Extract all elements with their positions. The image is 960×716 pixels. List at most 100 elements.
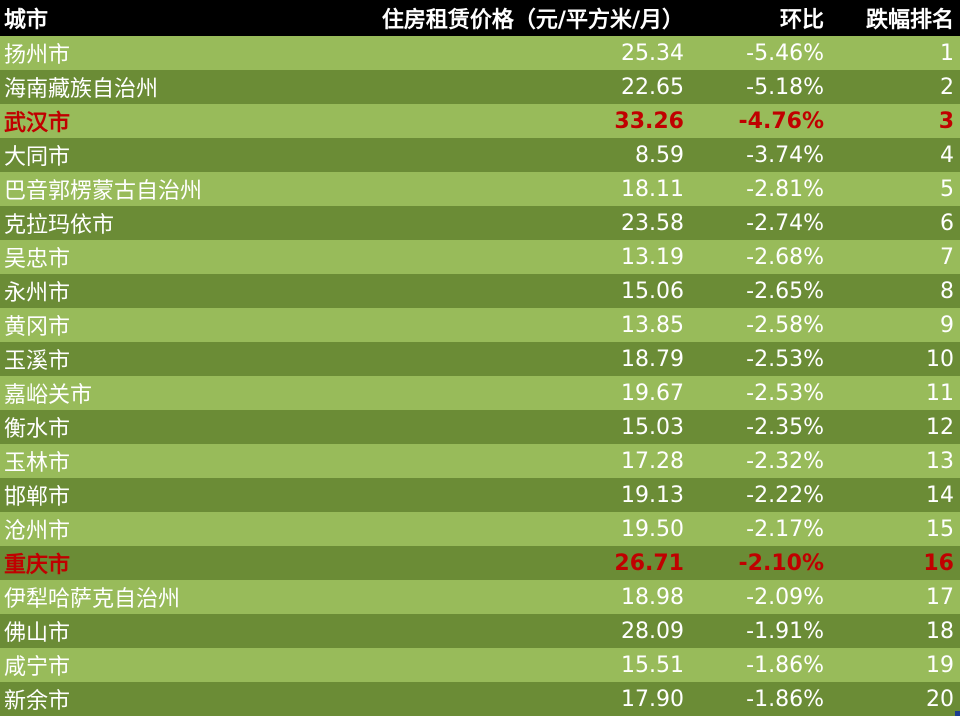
cell-mom: -2.09% <box>746 584 824 610</box>
cell-mom: -2.58% <box>746 312 824 338</box>
table-row: 扬州市 25.34 -5.46% 1 <box>0 36 960 70</box>
table-row: 沧州市 19.50 -2.17% 15 <box>0 512 960 546</box>
table-row: 新余市 17.90 -1.86% 20 <box>0 682 960 716</box>
cell-rent: 23.58 <box>621 210 684 236</box>
header-city: 城市 <box>4 8 49 33</box>
cell-rent: 15.03 <box>621 414 684 440</box>
cell-mom: -1.86% <box>746 686 824 712</box>
cell-rank: 19 <box>926 652 954 678</box>
table-row: 重庆市 26.71 -2.10% 16 <box>0 546 960 580</box>
cell-rent: 13.85 <box>621 312 684 338</box>
cell-rank: 2 <box>940 74 954 100</box>
table-row: 克拉玛依市 23.58 -2.74% 6 <box>0 206 960 240</box>
cell-mom: -4.76% <box>738 108 824 134</box>
cell-city: 克拉玛依市 <box>4 213 115 238</box>
table-row: 武汉市 33.26 -4.76% 3 <box>0 104 960 138</box>
cell-city: 海南藏族自治州 <box>4 77 159 102</box>
table-row: 永州市 15.06 -2.65% 8 <box>0 274 960 308</box>
table-row: 咸宁市 15.51 -1.86% 19 <box>0 648 960 682</box>
cell-rank: 13 <box>926 448 954 474</box>
cell-city: 大同市 <box>4 145 71 170</box>
cell-rent: 17.28 <box>621 448 684 474</box>
cell-rent: 33.26 <box>614 108 684 134</box>
cell-city: 嘉峪关市 <box>4 383 93 408</box>
cell-rent: 17.90 <box>621 686 684 712</box>
table-row: 黄冈市 13.85 -2.58% 9 <box>0 308 960 342</box>
cell-rent: 8.59 <box>635 142 684 168</box>
cell-city: 吴忠市 <box>4 247 71 272</box>
table-row: 海南藏族自治州 22.65 -5.18% 2 <box>0 70 960 104</box>
table-row: 巴音郭楞蒙古自治州 18.11 -2.81% 5 <box>0 172 960 206</box>
cell-rank: 14 <box>926 482 954 508</box>
cell-city: 重庆市 <box>4 553 71 578</box>
cell-city: 永州市 <box>4 281 71 306</box>
header-rent: 住房租赁价格（元/平方米/月） <box>381 8 684 33</box>
cell-rent: 15.51 <box>621 652 684 678</box>
cell-rank: 4 <box>940 142 954 168</box>
cell-rank: 17 <box>926 584 954 610</box>
cell-mom: -2.53% <box>746 380 824 406</box>
table-header: 城市 住房租赁价格（元/平方米/月） 环比 跌幅排名 <box>0 0 960 36</box>
cell-rent: 18.98 <box>621 584 684 610</box>
cell-rent: 26.71 <box>614 550 684 576</box>
cell-mom: -5.46% <box>746 40 824 66</box>
cell-rent: 25.34 <box>621 40 684 66</box>
table-row: 衡水市 15.03 -2.35% 12 <box>0 410 960 444</box>
cell-mom: -2.10% <box>738 550 824 576</box>
cell-rank: 11 <box>926 380 954 406</box>
cell-rank: 15 <box>926 516 954 542</box>
cell-rank: 12 <box>926 414 954 440</box>
cell-rank: 16 <box>923 550 954 576</box>
cell-city: 玉溪市 <box>4 349 71 374</box>
cell-mom: -1.86% <box>746 652 824 678</box>
table-row: 玉溪市 18.79 -2.53% 10 <box>0 342 960 376</box>
cell-city: 沧州市 <box>4 519 71 544</box>
cell-rank: 9 <box>940 312 954 338</box>
cell-mom: -2.81% <box>746 176 824 202</box>
cell-mom: -2.53% <box>746 346 824 372</box>
cell-city: 新余市 <box>4 689 71 714</box>
cell-mom: -2.74% <box>746 210 824 236</box>
cell-rent: 22.65 <box>621 74 684 100</box>
table-row: 佛山市 28.09 -1.91% 18 <box>0 614 960 648</box>
header-mom: 环比 <box>779 8 824 33</box>
cell-mom: -3.74% <box>746 142 824 168</box>
cell-city: 扬州市 <box>4 43 71 68</box>
cell-rent: 15.06 <box>621 278 684 304</box>
cell-mom: -5.18% <box>746 74 824 100</box>
table-row: 伊犁哈萨克自治州 18.98 -2.09% 17 <box>0 580 960 614</box>
cell-rent: 13.19 <box>621 244 684 270</box>
cell-rent: 18.11 <box>621 176 684 202</box>
cell-city: 邯郸市 <box>4 485 71 510</box>
cell-city: 佛山市 <box>4 621 71 646</box>
cell-mom: -2.17% <box>746 516 824 542</box>
cell-city: 玉林市 <box>4 451 71 476</box>
cell-mom: -2.35% <box>746 414 824 440</box>
cell-city: 伊犁哈萨克自治州 <box>4 587 181 612</box>
table-row: 玉林市 17.28 -2.32% 13 <box>0 444 960 478</box>
cell-city: 黄冈市 <box>4 315 71 340</box>
cell-city: 武汉市 <box>4 111 71 136</box>
header-rank: 跌幅排名 <box>865 8 954 33</box>
cell-rank: 20 <box>926 686 954 712</box>
cell-rank: 10 <box>926 346 954 372</box>
cell-mom: -2.68% <box>746 244 824 270</box>
header-row: 城市 住房租赁价格（元/平方米/月） 环比 跌幅排名 <box>0 0 960 36</box>
cell-rent: 19.67 <box>621 380 684 406</box>
cell-rank: 6 <box>940 210 954 236</box>
cell-rent: 28.09 <box>621 618 684 644</box>
cell-rank: 8 <box>940 278 954 304</box>
cell-rank: 7 <box>940 244 954 270</box>
corner-marker <box>955 711 960 716</box>
table-row: 嘉峪关市 19.67 -2.53% 11 <box>0 376 960 410</box>
cell-mom: -1.91% <box>746 618 824 644</box>
cell-mom: -2.32% <box>746 448 824 474</box>
cell-city: 巴音郭楞蒙古自治州 <box>4 179 203 204</box>
cell-rent: 18.79 <box>621 346 684 372</box>
cell-rank: 1 <box>940 40 954 66</box>
table-row: 大同市 8.59 -3.74% 4 <box>0 138 960 172</box>
cell-rent: 19.50 <box>621 516 684 542</box>
cell-mom: -2.65% <box>746 278 824 304</box>
cell-rank: 18 <box>926 618 954 644</box>
